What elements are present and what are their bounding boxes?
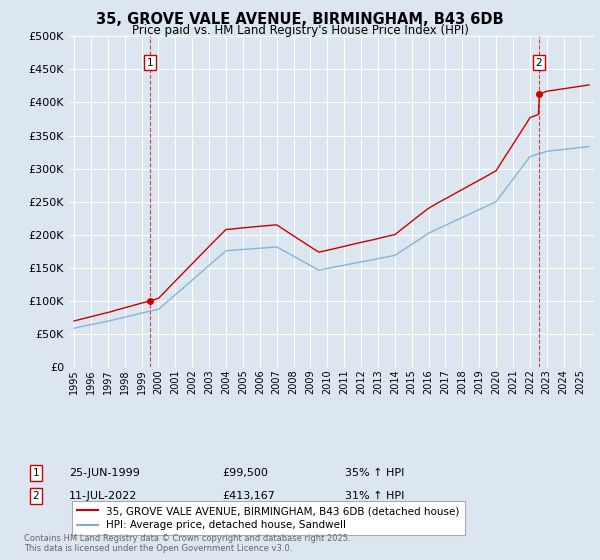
Text: 1: 1 — [146, 58, 153, 68]
Text: 2: 2 — [535, 58, 542, 68]
Text: Contains HM Land Registry data © Crown copyright and database right 2025.
This d: Contains HM Land Registry data © Crown c… — [24, 534, 350, 553]
Text: 35, GROVE VALE AVENUE, BIRMINGHAM, B43 6DB: 35, GROVE VALE AVENUE, BIRMINGHAM, B43 6… — [96, 12, 504, 27]
Text: £413,167: £413,167 — [222, 491, 275, 501]
Text: 35% ↑ HPI: 35% ↑ HPI — [345, 468, 404, 478]
Text: 1: 1 — [32, 468, 40, 478]
Text: 25-JUN-1999: 25-JUN-1999 — [69, 468, 140, 478]
Text: 11-JUL-2022: 11-JUL-2022 — [69, 491, 137, 501]
Text: 31% ↑ HPI: 31% ↑ HPI — [345, 491, 404, 501]
Text: Price paid vs. HM Land Registry's House Price Index (HPI): Price paid vs. HM Land Registry's House … — [131, 24, 469, 36]
Text: 2: 2 — [32, 491, 40, 501]
Text: £99,500: £99,500 — [222, 468, 268, 478]
Legend: 35, GROVE VALE AVENUE, BIRMINGHAM, B43 6DB (detached house), HPI: Average price,: 35, GROVE VALE AVENUE, BIRMINGHAM, B43 6… — [71, 501, 464, 535]
